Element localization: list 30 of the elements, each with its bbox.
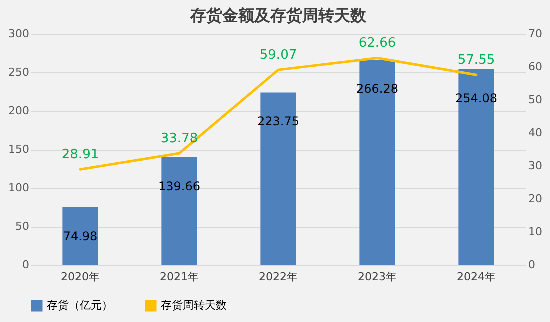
y-tick-label: 100 (8, 182, 30, 194)
y2-tick-label: 20 (528, 192, 542, 206)
y-tick-label: 0 (22, 258, 30, 272)
y-tick-label: 250 (8, 66, 30, 79)
data-label: 74.98 (63, 229, 98, 244)
data-label: 57.55 (458, 53, 496, 68)
y-tick-label: 300 (8, 28, 30, 40)
y2-tick-label: 10 (528, 226, 542, 238)
x-tick-label: 2022年 (259, 270, 298, 284)
data-label: 59.07 (260, 48, 298, 64)
data-label: 28.91 (62, 148, 100, 163)
x-tick-label: 2023年 (358, 270, 397, 284)
legend-label: 存货（亿元） (47, 299, 113, 312)
x-tick-label: 2021年 (160, 270, 199, 284)
y2-tick-label: 0 (528, 258, 536, 272)
legend-label: 存货周转天数 (161, 299, 227, 312)
y2-tick-label: 70 (528, 28, 542, 40)
y-tick-label: 150 (8, 143, 30, 156)
y2-tick-label: 60 (528, 60, 542, 74)
data-label: 62.66 (358, 36, 396, 52)
x-tick-label: 2020年 (61, 270, 100, 284)
y2-tick-label: 30 (528, 160, 542, 172)
y2-tick-label: 50 (528, 94, 542, 106)
y-tick-label: 200 (8, 104, 30, 118)
data-label: 33.78 (160, 132, 198, 147)
bar (62, 207, 98, 265)
chart-title: 存货金额及存货周转天数 (190, 6, 368, 25)
y-tick-label: 50 (16, 220, 30, 233)
y2-tick-label: 40 (528, 126, 542, 140)
x-tick-label: 2024年 (457, 270, 496, 284)
